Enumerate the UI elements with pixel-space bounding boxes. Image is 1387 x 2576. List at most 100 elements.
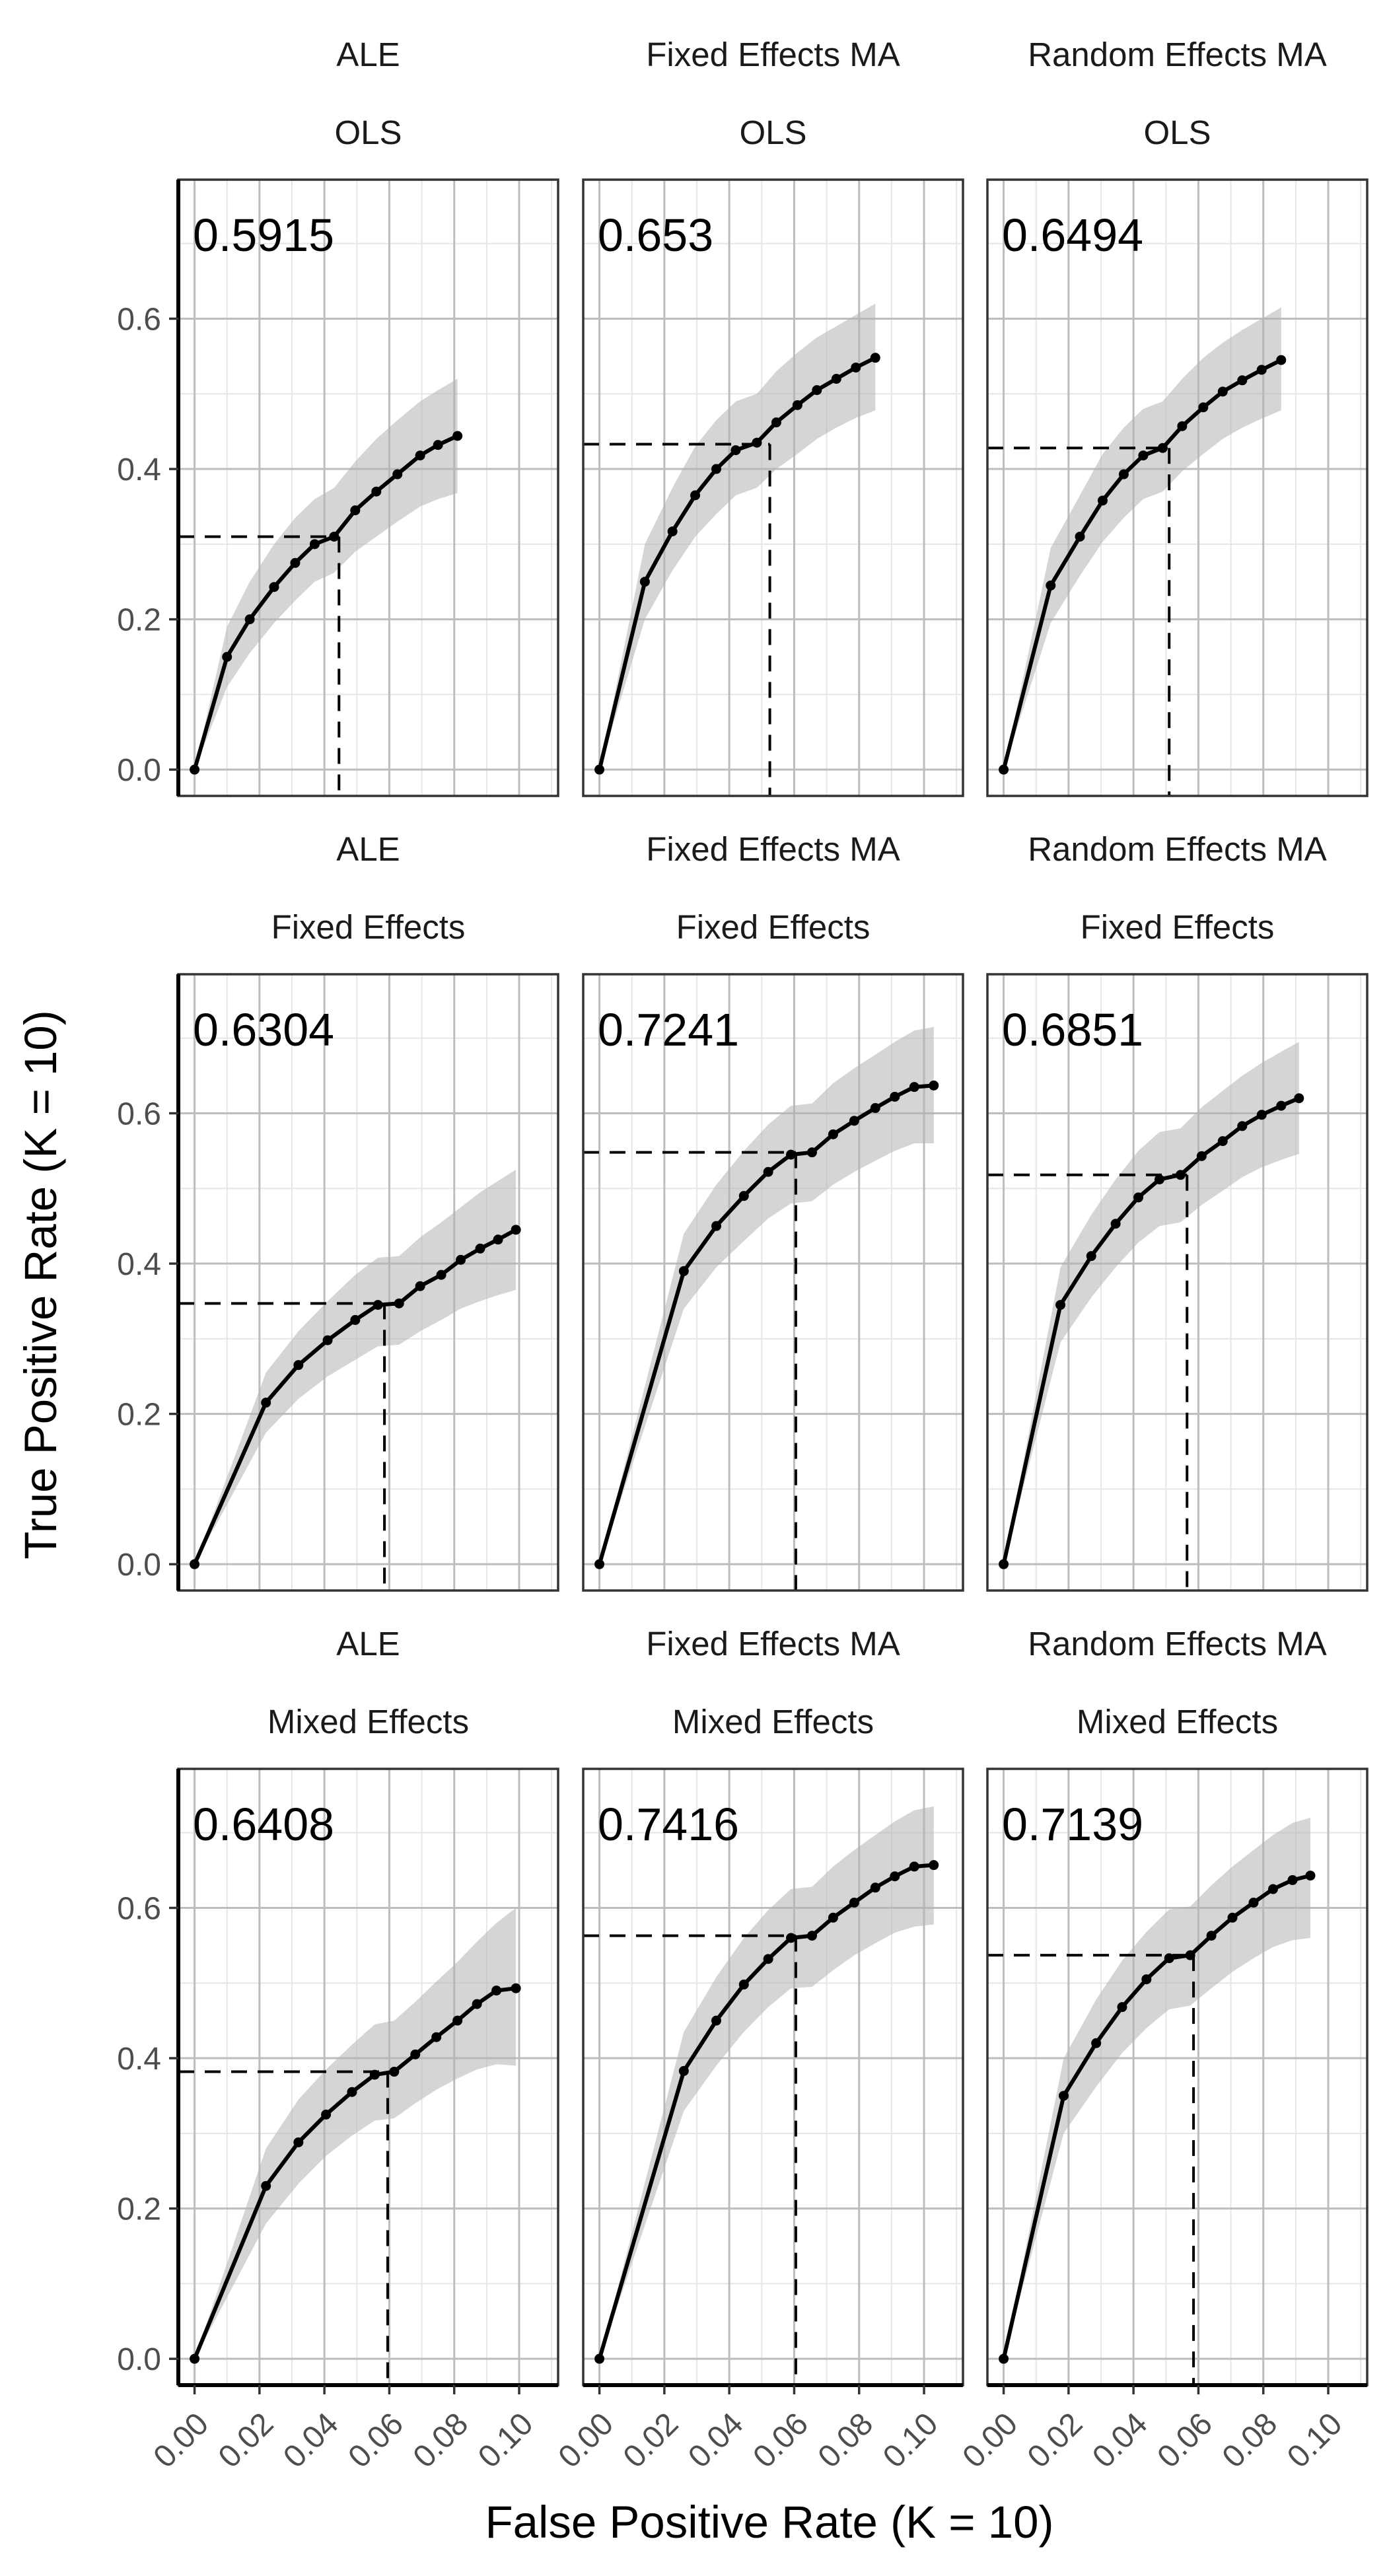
facet-value-label: 0.7416 — [598, 1799, 739, 1850]
roc-point — [851, 362, 861, 373]
y-axis: 0.0 0.2 0.4 0.6 0.0 0.2 0.4 0.6 0.0 0.2 0.4 0.6 — [117, 180, 180, 2385]
roc-point — [456, 1254, 466, 1265]
facet-value-label: 0.6851 — [1002, 1004, 1143, 1055]
roc-point — [870, 1882, 880, 1893]
facet-value-label: 0.5915 — [193, 209, 334, 261]
roc-point — [491, 1986, 502, 1996]
facet-panel: Random Effects MA Fixed Effects 0.6851 — [986, 830, 1369, 1592]
roc-point — [1267, 1884, 1278, 1894]
roc-point — [738, 1980, 749, 1990]
roc-point — [1217, 386, 1228, 397]
roc-point — [1177, 421, 1188, 431]
roc-point — [849, 1116, 859, 1126]
roc-point — [1287, 1875, 1298, 1885]
roc-point — [1157, 443, 1168, 453]
roc-point — [1196, 1151, 1207, 1161]
roc-point — [786, 1149, 797, 1160]
facet-strip-bottom: Fixed Effects — [676, 908, 871, 946]
roc-point — [1185, 1950, 1195, 1960]
facet-value-label: 0.7241 — [598, 1004, 739, 1055]
roc-point — [929, 1080, 939, 1091]
roc-point — [1046, 580, 1056, 590]
y-tick-label: 0.6 — [117, 1891, 161, 1926]
roc-point — [831, 374, 841, 384]
roc-point — [415, 450, 425, 461]
roc-point — [771, 417, 781, 428]
roc-point — [309, 539, 320, 550]
facet-strip-top: Fixed Effects MA — [646, 830, 900, 868]
facet-strip-bottom: Mixed Effects — [672, 1703, 874, 1740]
roc-point — [909, 1082, 919, 1092]
roc-point — [999, 764, 1009, 775]
roc-point — [786, 1933, 797, 1943]
y-tick-label: 0.0 — [117, 2342, 161, 2377]
roc-point — [431, 2032, 442, 2042]
roc-point — [1276, 355, 1287, 365]
roc-point — [870, 353, 880, 363]
roc-point — [433, 440, 443, 450]
roc-point — [1141, 1974, 1152, 1985]
roc-point — [389, 2067, 400, 2077]
facet-strip-top: ALE — [336, 36, 400, 73]
roc-point — [261, 1398, 271, 1408]
roc-point — [472, 1999, 482, 2009]
roc-point — [511, 1983, 521, 1993]
roc-point — [347, 2087, 357, 2097]
roc-point — [763, 1166, 773, 1177]
roc-point — [350, 505, 361, 516]
y-tick-label: 0.2 — [117, 2192, 161, 2227]
roc-point — [1237, 375, 1248, 386]
y-tick-label: 0.2 — [117, 603, 161, 638]
roc-point — [1217, 1136, 1228, 1147]
roc-point — [1206, 1931, 1217, 1941]
roc-point — [806, 1147, 817, 1158]
roc-point — [321, 2109, 332, 2120]
roc-point — [909, 1861, 919, 1872]
confidence-band — [194, 1908, 516, 2359]
roc-point — [244, 614, 255, 625]
roc-point — [1097, 495, 1108, 506]
roc-point — [1198, 402, 1209, 413]
facet-strip-bottom: Fixed Effects — [1081, 908, 1275, 946]
confidence-band — [194, 1169, 516, 1565]
confidence-band — [599, 1026, 934, 1565]
roc-point — [293, 1360, 304, 1371]
roc-point — [849, 1898, 859, 1908]
roc-point — [1086, 1251, 1096, 1262]
y-tick-label: 0.4 — [117, 2042, 161, 2077]
facet-panel: ALE OLS 0.5915 — [177, 36, 559, 797]
panel-border — [582, 178, 964, 797]
facet-panel: Random Effects MA OLS 0.6494 — [986, 36, 1369, 797]
roc-point — [738, 1191, 749, 1201]
roc-point — [711, 464, 721, 474]
roc-point — [594, 764, 605, 775]
roc-point — [828, 1129, 838, 1139]
y-tick-label: 0.4 — [117, 452, 161, 487]
roc-point — [369, 2069, 380, 2080]
y-tick-label: 0.2 — [117, 1398, 161, 1433]
roc-point — [322, 1335, 333, 1345]
roc-point — [1055, 1300, 1066, 1310]
roc-point — [190, 1559, 200, 1569]
roc-point — [293, 2137, 304, 2147]
roc-point — [190, 764, 200, 775]
roc-point — [812, 385, 822, 396]
roc-point — [493, 1234, 503, 1245]
roc-point — [452, 2015, 463, 2026]
roc-point — [763, 1954, 773, 1964]
roc-point — [639, 577, 650, 587]
roc-point — [329, 531, 339, 542]
roc-point — [269, 582, 279, 592]
roc-point — [373, 1300, 383, 1310]
y-tick-label: 0.6 — [117, 1096, 161, 1131]
roc-point — [410, 2049, 421, 2059]
roc-point — [999, 1559, 1009, 1569]
facet-value-label: 0.6494 — [1002, 209, 1143, 261]
facet-value-label: 0.653 — [598, 209, 713, 261]
roc-point — [392, 469, 403, 480]
roc-point — [1110, 1219, 1121, 1229]
roc-point — [1256, 365, 1267, 375]
roc-point — [1075, 531, 1085, 542]
roc-point — [730, 445, 741, 456]
